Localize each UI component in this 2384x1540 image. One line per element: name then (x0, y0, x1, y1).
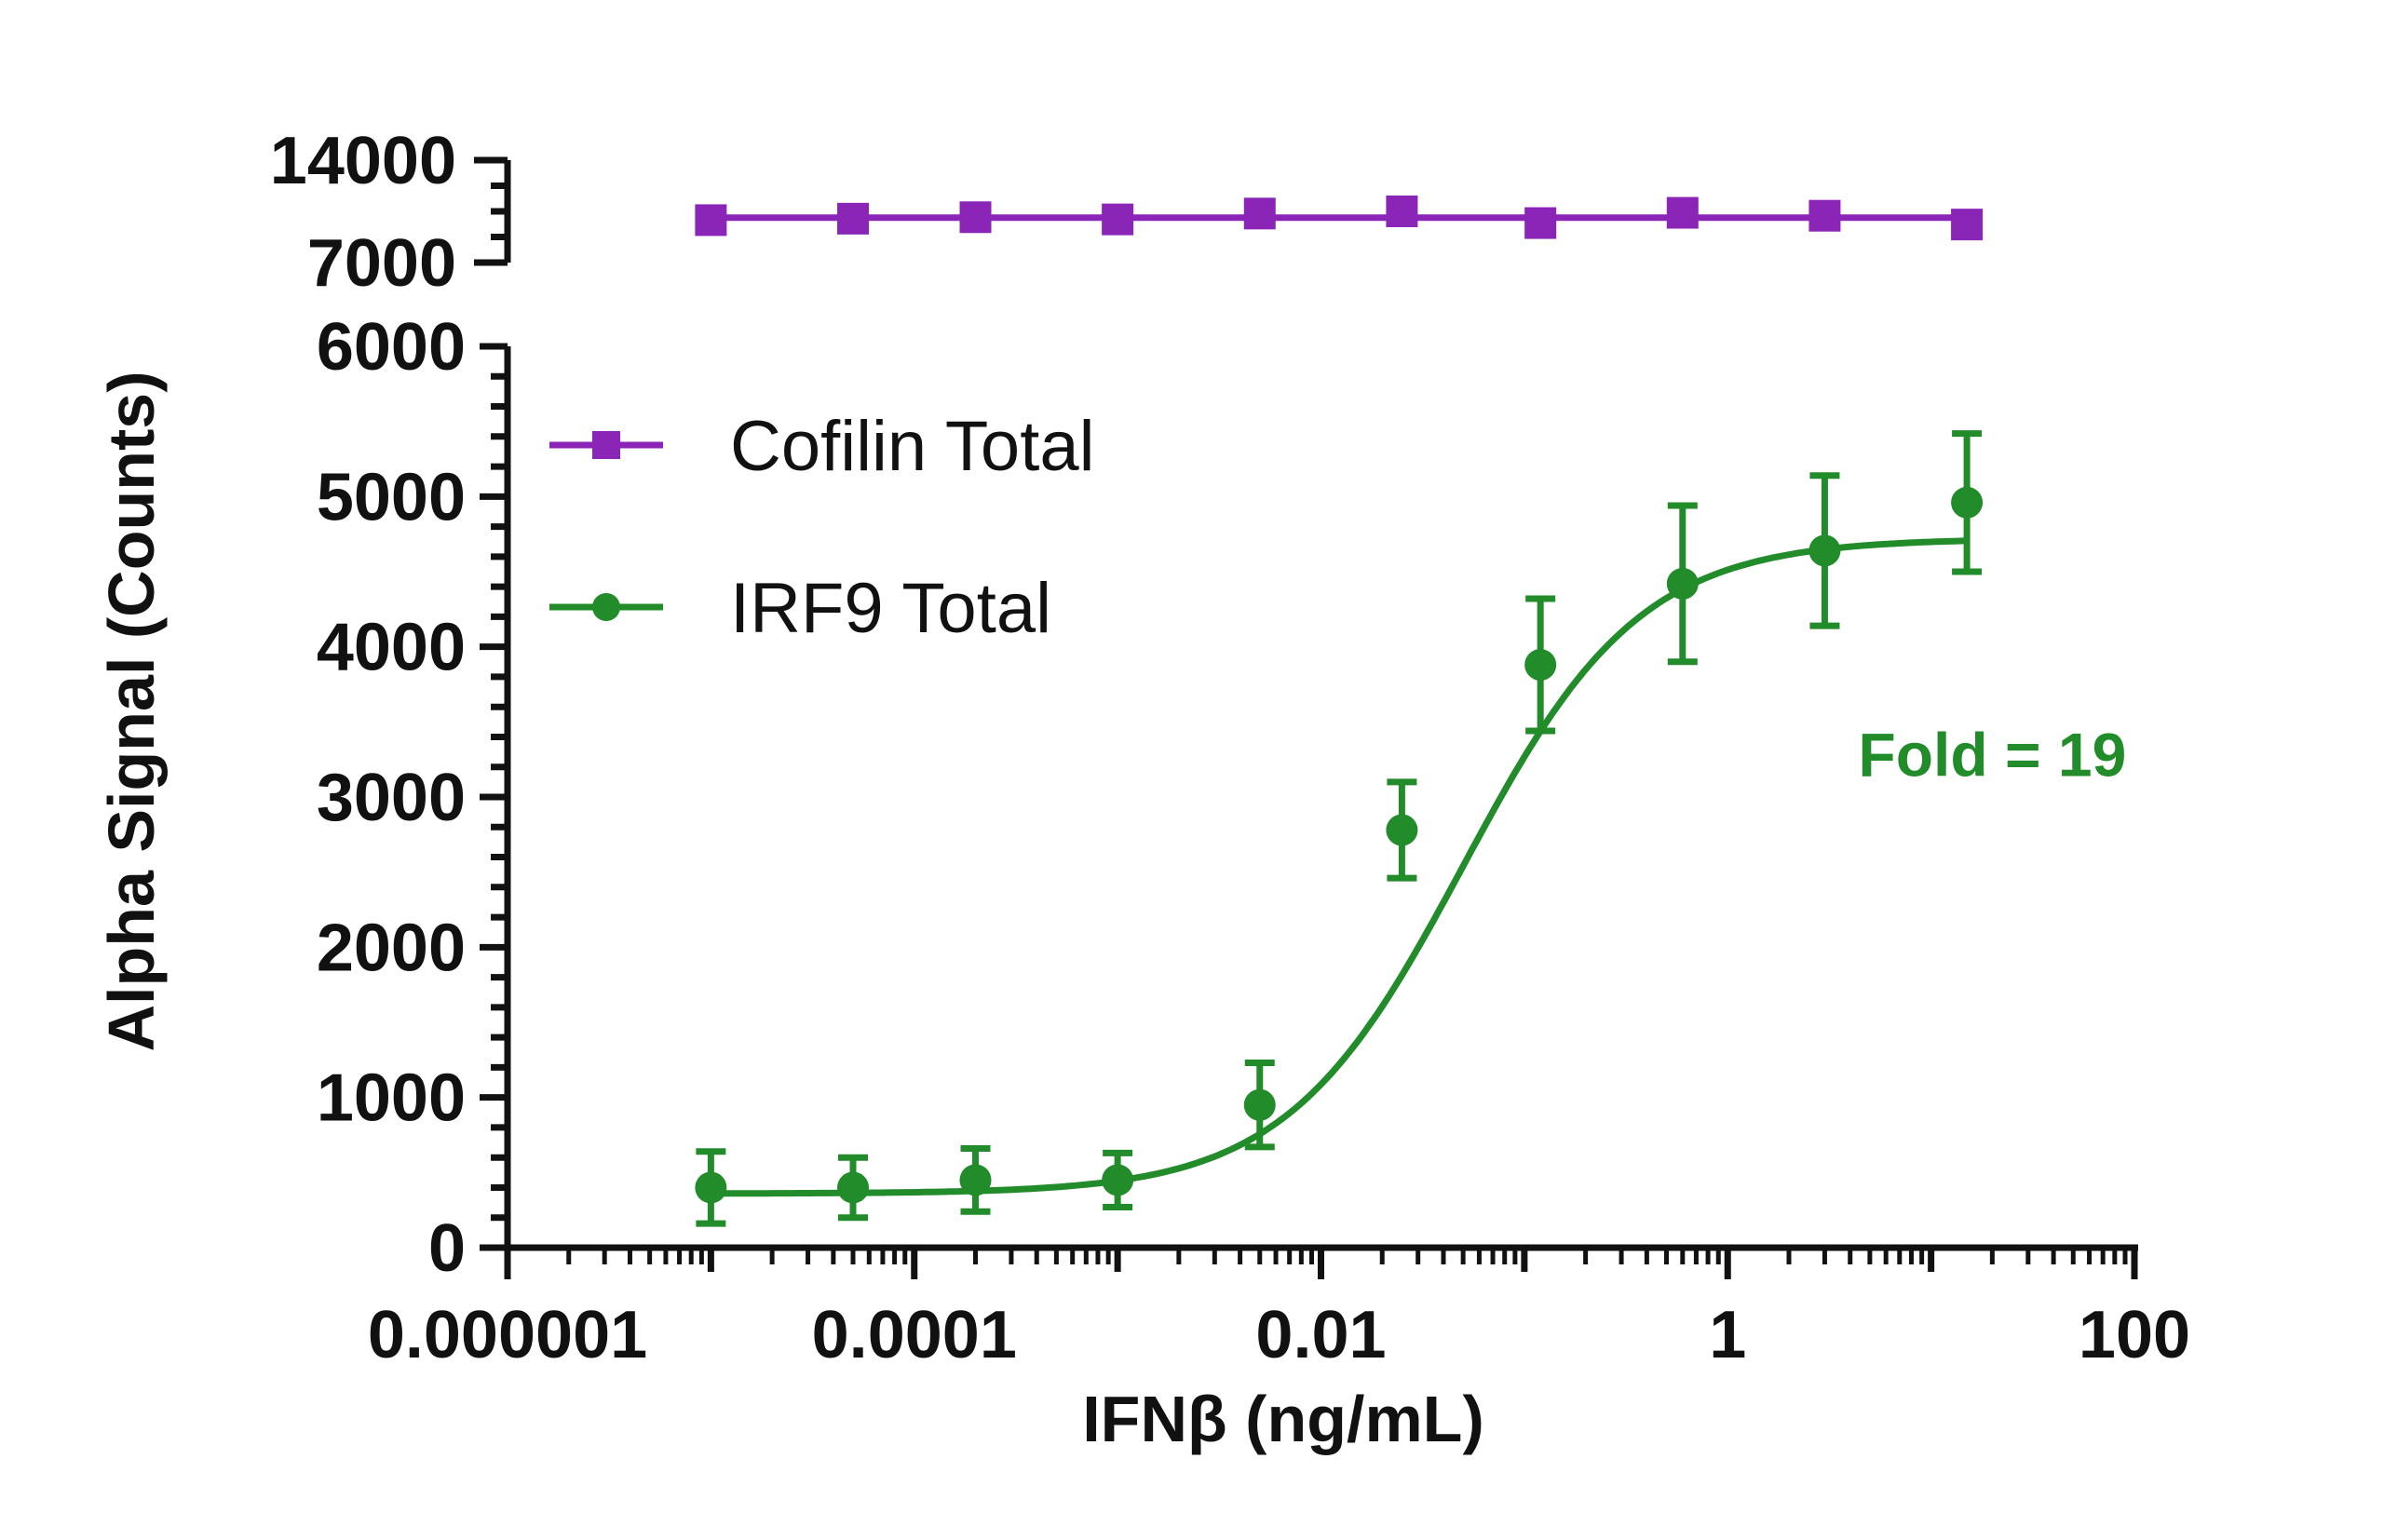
y-tick-label: 0 (428, 1211, 466, 1286)
x-tick-label: 0.000001 (368, 1298, 647, 1372)
data-point (959, 201, 992, 234)
data-point (1808, 534, 1841, 567)
y-tick-label: 2000 (317, 911, 466, 985)
data-point (695, 204, 727, 236)
data-point (1524, 207, 1557, 239)
plot-area (695, 196, 1984, 1227)
data-point (837, 1171, 870, 1204)
y-axis-title: Alpha Signal (Counts) (95, 371, 168, 1051)
axes: 0 1000 2000 3000 4000 5000 6000 7000 14000 0.0000… (270, 124, 2190, 1372)
data-point (1386, 196, 1418, 227)
y-tick-label: 7000 (307, 226, 456, 301)
y-tick-label: 1000 (317, 1061, 466, 1136)
data-point (1243, 197, 1276, 230)
y-tick-label: 4000 (317, 611, 466, 685)
data-point (1951, 486, 1984, 519)
x-axis-title: IFNβ (ng/mL) (1082, 1383, 1484, 1455)
fold-annotation: Fold = 19 (1858, 720, 2126, 789)
fit-curve (711, 537, 1968, 1197)
data-point (837, 202, 870, 235)
legend-item: Cofilin Total (549, 407, 1094, 486)
data-point (959, 1164, 992, 1196)
data-point (1243, 1088, 1276, 1121)
legend-label: Cofilin Total (730, 407, 1094, 486)
labels: IFNβ (ng/mL) Alpha Signal (Counts) Fold = … (95, 371, 2126, 1455)
x-tick-label: 1 (1709, 1298, 1746, 1372)
data-point (1951, 209, 1984, 241)
legend-marker (592, 593, 620, 621)
y-tick-label: 5000 (317, 460, 466, 534)
legend-marker (592, 431, 620, 459)
y-tick-label: 14000 (270, 124, 456, 198)
legend: Cofilin Total IRF9 Total (549, 407, 1094, 648)
data-point (1102, 1164, 1134, 1196)
x-tick-label: 0.01 (1255, 1298, 1386, 1372)
data-point (695, 1171, 727, 1204)
y-tick-label: 6000 (317, 310, 466, 385)
data-point (1666, 196, 1699, 229)
data-point (1386, 814, 1418, 846)
data-point (1808, 199, 1841, 232)
x-tick-label: 100 (2079, 1298, 2190, 1372)
x-tick-label: 0.0001 (812, 1298, 1017, 1372)
data-point (1666, 567, 1699, 600)
data-point (1102, 203, 1134, 236)
series-irf9-total (695, 430, 1984, 1227)
series-cofilin-total (695, 196, 1984, 241)
legend-item: IRF9 Total (549, 569, 1051, 648)
data-point (1524, 649, 1557, 682)
legend-label: IRF9 Total (730, 569, 1051, 648)
y-tick-label: 3000 (317, 761, 466, 835)
